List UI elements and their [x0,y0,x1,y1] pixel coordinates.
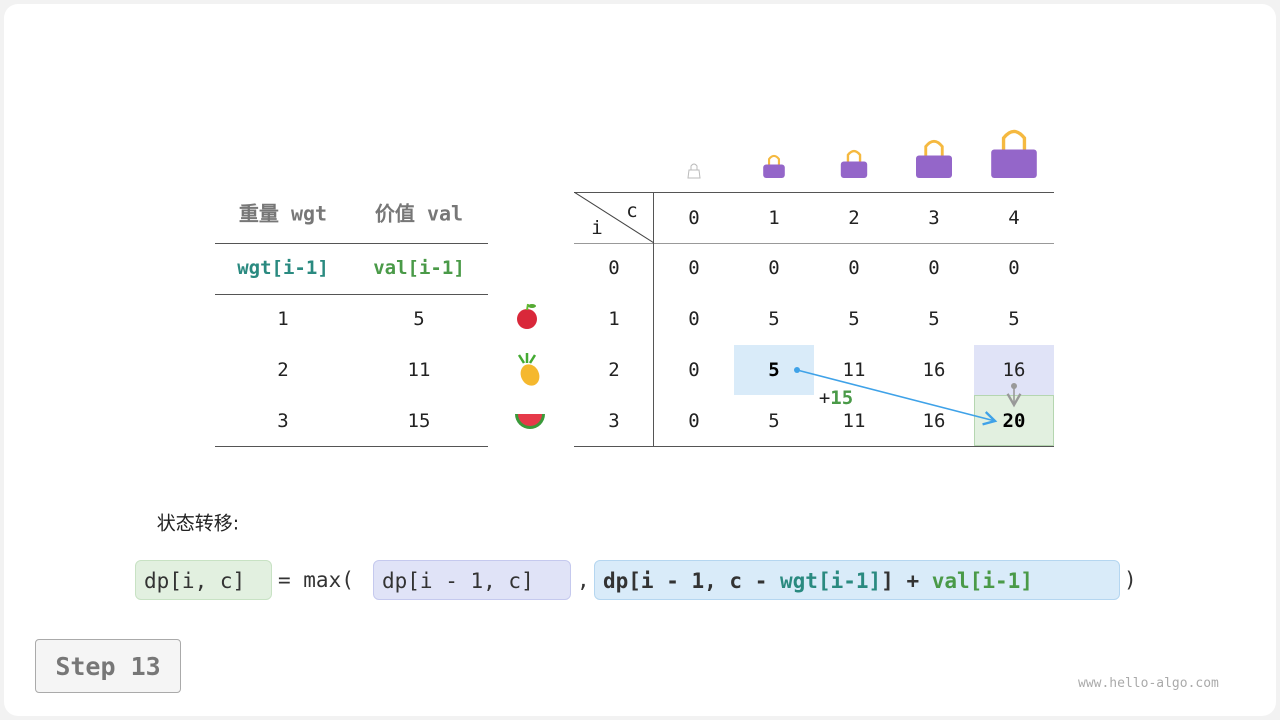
dp-cell: 0 [768,257,780,279]
dp-cell: 16 [922,359,946,381]
step-button[interactable]: Step 13 [35,639,181,693]
divider [215,294,488,295]
watermelon-icon [515,414,545,429]
corner-i: i [591,217,603,239]
subheader-wgt: wgt[i-1] [237,257,329,279]
weight-cell: 1 [277,308,289,330]
dp-cell: 16 [922,410,946,432]
divider [574,243,1054,244]
divider [215,446,488,447]
plus-sign: + [818,387,831,409]
dp-cell: 11 [842,359,866,381]
plus-value: 15 [830,387,854,409]
bag-icon [916,139,952,178]
col-header: 1 [768,207,780,229]
dp-cell: 0 [688,257,700,279]
formula-max: = max( [278,568,354,592]
slide [4,4,1276,716]
col-header: 4 [1008,207,1020,229]
subheader-val: val[i-1] [373,257,465,279]
opt2-plus: ] + [881,569,932,593]
plus-annotation: +15 [819,387,853,409]
dp-cell: 0 [848,257,860,279]
bag-icon [840,149,868,178]
dp-cell: 0 [688,359,700,381]
pineapple-icon [517,353,540,386]
formula-label: 状态转移: [156,512,240,535]
col-header: 0 [688,207,700,229]
dp-cell: 5 [768,308,780,330]
dp-cell: 0 [928,257,940,279]
opt2-dp: dp[i - 1, c - [603,569,781,593]
divider [574,446,1054,447]
formula-option-2: dp[i - 1, c - wgt[i-1]] + val[i-1] [594,560,1120,600]
dp-cell: 5 [928,308,940,330]
opt2-val: val[i-1] [931,569,1033,593]
corner-c: c [626,200,638,222]
dp-cell: 5 [768,410,780,432]
header-weight: 重量 wgt [238,201,328,226]
dp-cell: 16 [1002,359,1026,381]
row-header: 2 [608,359,620,381]
dp-cell: 0 [1008,257,1020,279]
divider [653,192,654,446]
weight-cell: 2 [277,359,289,381]
row-header: 3 [608,410,620,432]
corner-diagonal [574,192,654,244]
formula-option-1: dp[i - 1, c] [373,560,571,600]
weight-cell: 3 [277,410,289,432]
value-cell: 11 [407,359,431,381]
col-header: 2 [848,207,860,229]
dp-cell: 11 [842,410,866,432]
header-value: 价值 val [374,201,464,226]
col-header: 3 [928,207,940,229]
divider [574,192,1054,193]
dp-cell: 5 [1008,308,1020,330]
formula-close: ) [1124,568,1137,592]
dp-cell: 5 [768,359,780,381]
formula-lhs: dp[i, c] [135,560,272,600]
row-header: 1 [608,308,620,330]
divider [215,243,488,244]
dp-cell: 20 [1002,410,1026,432]
value-cell: 5 [413,308,425,330]
opt2-wgt: wgt[i-1] [780,569,882,593]
empty-bag-icon [687,163,701,179]
apple-icon [517,303,537,329]
row-header: 0 [608,257,620,279]
watermark: www.hello-algo.com [1078,676,1219,691]
value-cell: 15 [407,410,431,432]
dp-cell: 0 [688,308,700,330]
formula-comma: , [577,568,590,592]
dp-cell: 5 [848,308,860,330]
bag-icon [991,129,1037,178]
bag-icon [763,154,785,178]
dp-cell: 0 [688,410,700,432]
